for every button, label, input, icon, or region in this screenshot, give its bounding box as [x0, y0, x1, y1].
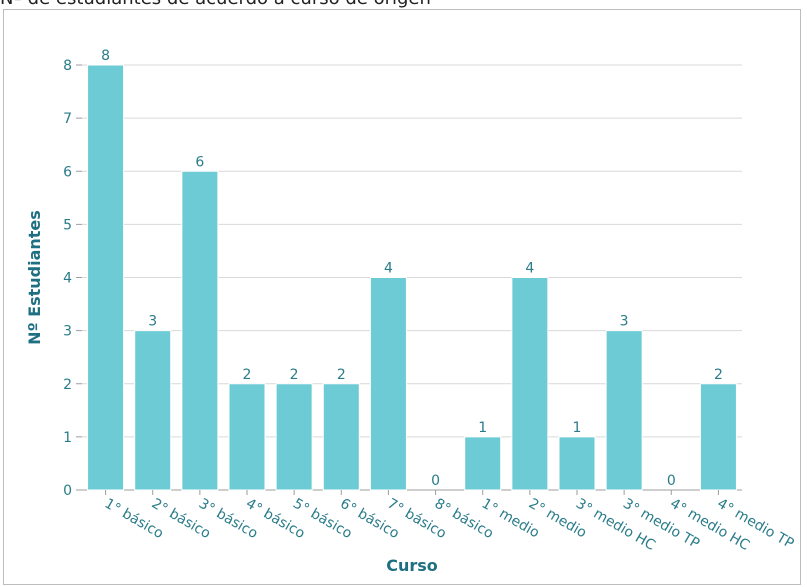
y-tick-label: 8 — [63, 58, 72, 74]
data-label: 2 — [290, 367, 299, 383]
y-tick-label: 2 — [63, 377, 72, 393]
data-label: 2 — [714, 367, 723, 383]
y-tick-label: 4 — [63, 271, 72, 287]
data-label: 2 — [243, 367, 252, 383]
y-tick-label: 1 — [63, 430, 72, 446]
y-tick-label: 0 — [63, 483, 72, 499]
x-axis-title: Curso — [386, 556, 438, 575]
bar — [322, 383, 360, 491]
y-tick-label: 6 — [63, 164, 72, 180]
bar — [134, 330, 172, 491]
bars — [87, 64, 737, 491]
bar — [605, 330, 643, 491]
y-tick-label: 7 — [63, 111, 72, 127]
bar — [228, 383, 266, 491]
y-tick-label: 5 — [63, 217, 72, 233]
bar — [181, 170, 219, 491]
data-label: 4 — [384, 261, 393, 277]
data-label: 3 — [620, 314, 629, 330]
data-label: 4 — [525, 261, 534, 277]
data-label: 3 — [148, 314, 157, 330]
y-axis-title: Nº Estudiantes — [25, 210, 44, 345]
data-label: 2 — [337, 367, 346, 383]
data-label: 6 — [195, 154, 204, 170]
y-tick-labels: 0 1 2 3 4 5 6 7 8 — [63, 58, 72, 499]
bar — [558, 436, 596, 491]
bar — [369, 277, 407, 491]
bar — [275, 383, 313, 491]
bar — [511, 277, 549, 491]
chart-title-fragment: Nº de estudiantes de acuerdo a curso de … — [0, 0, 807, 10]
data-label: 8 — [101, 48, 110, 64]
data-label: 0 — [431, 473, 440, 489]
bar — [87, 64, 125, 491]
bar — [464, 436, 502, 491]
data-labels: 8 3 6 2 2 2 4 0 1 4 1 3 0 2 — [101, 48, 723, 489]
bar — [699, 383, 737, 491]
y-tick-label: 3 — [63, 324, 72, 340]
data-label: 0 — [667, 473, 676, 489]
data-label: 1 — [573, 420, 582, 436]
data-label: 1 — [478, 420, 487, 436]
